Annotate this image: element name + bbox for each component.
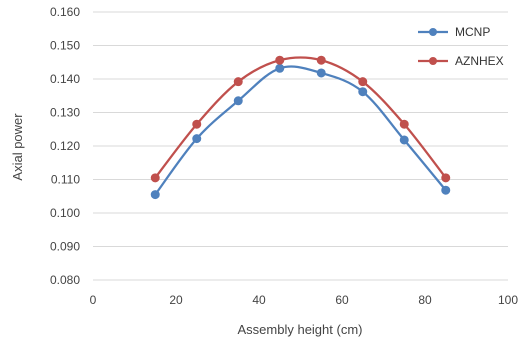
x-tick-label: 40 [252,293,266,307]
y-tick-label: 0.130 [50,106,80,120]
data-point-aznhex [233,77,243,87]
y-tick-label: 0.150 [50,39,80,53]
legend-label-aznhex: AZNHEX [455,54,504,68]
data-point-mcnp [150,190,160,200]
data-point-aznhex [358,77,368,87]
data-point-mcnp [192,134,202,144]
data-point-mcnp [399,135,409,145]
data-point-aznhex [150,173,160,183]
y-tick-label: 0.100 [50,206,80,220]
series-line-aznhex [154,56,447,179]
data-point-aznhex [316,55,326,65]
x-axis-title: Assembly height (cm) [238,322,363,337]
y-tick-label: 0.110 [51,173,80,187]
y-tick-label: 0.080 [50,273,80,287]
data-point-mcnp [233,96,243,106]
data-point-aznhex [275,55,285,65]
legend-marker-aznhex [429,57,437,65]
x-tick-label: 80 [418,293,432,307]
data-point-aznhex [399,119,409,129]
axis-layer: 0.080 0.090 0.100 0.110 0.120 0.130 0.140 0.150… [50,5,518,307]
y-axis-title: Axial power [10,113,25,181]
y-tick-label: 0.120 [50,139,80,153]
y-tick-label: 0.090 [50,240,80,254]
data-point-aznhex [441,173,451,183]
data-point-mcnp [358,87,368,97]
data-point-mcnp [441,185,451,195]
legend: MCNP AZNHEX [418,25,504,68]
data-point-aznhex [192,119,202,129]
legend-label-mcnp: MCNP [455,25,490,39]
y-tick-label: 0.160 [50,5,80,19]
x-tick-label: 60 [335,293,349,307]
legend-marker-mcnp [429,28,437,36]
x-tick-label: 20 [169,293,183,307]
grid-layer [93,11,508,281]
x-tick-label: 100 [498,293,518,307]
x-tick-label: 0 [90,293,97,307]
y-tick-label: 0.140 [50,72,80,86]
data-point-mcnp [316,68,326,78]
data-point-mcnp [275,63,285,73]
series-line-mcnp [154,65,447,196]
series-layer [150,55,451,200]
